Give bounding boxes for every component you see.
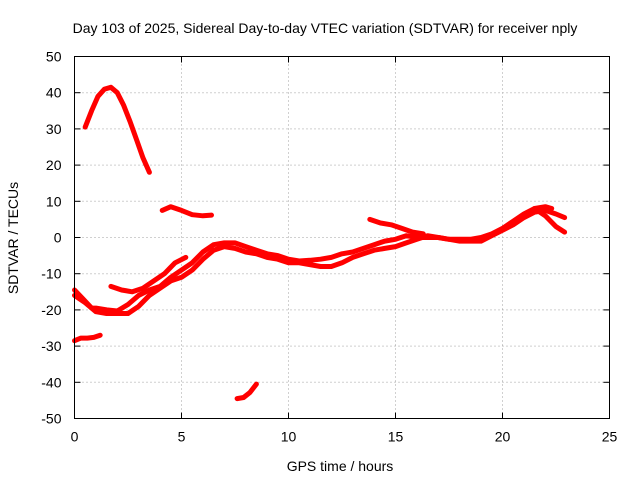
series-line-arc-8 [367,216,426,237]
x-tick-label: 10 [281,429,297,445]
y-tick-label: -50 [41,411,61,427]
x-tick-label: 20 [495,429,511,445]
x-tick-label: 5 [178,429,186,445]
series-line-arc-9 [532,206,568,235]
tick-labels: 0 5 10 15 20 25 -50 -40 -30 -20 -10 0 10 20 30 40 50 [41,49,617,445]
y-tick-label: 20 [46,157,62,173]
series-line-arc-7 [108,254,189,295]
y-tick-label: 30 [46,121,62,137]
y-axis-label: SDTVAR / TECUs [5,182,21,294]
series-line-arc-6 [72,207,568,316]
y-tick-label: 10 [46,193,62,209]
y-tick-label: 0 [54,230,62,246]
y-tick-label: -10 [41,266,61,282]
x-axis-label: GPS time / hours [287,458,394,474]
y-tick-label: 40 [46,85,62,101]
grid [74,56,610,419]
y-tick-label: -30 [41,338,61,354]
series-layer [72,84,568,402]
series-line-arc-4 [234,381,259,402]
y-tick-label: -40 [41,374,61,390]
y-tick-label: -20 [41,302,61,318]
chart-title: Day 103 of 2025, Sidereal Day-to-day VTE… [73,20,578,36]
ticks [74,56,610,419]
x-tick-label: 15 [388,429,404,445]
series-line-arc-3 [72,332,103,344]
x-tick-label: 25 [602,429,618,445]
x-tick-label: 0 [71,429,79,445]
y-tick-label: 50 [46,49,62,65]
series-line-arc-1 [82,84,152,175]
series-line-arc-2 [159,204,214,219]
